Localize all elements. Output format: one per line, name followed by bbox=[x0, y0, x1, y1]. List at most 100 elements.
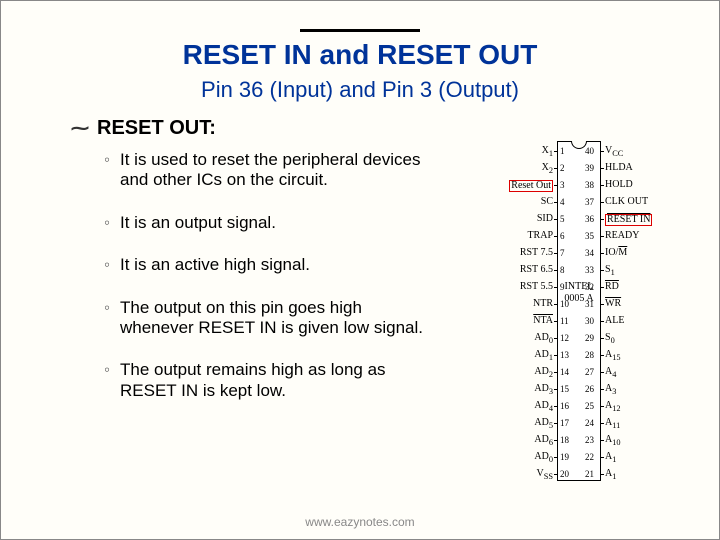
pin-row: TRAP 6 35 READY bbox=[447, 228, 707, 245]
pin-label-left: NTR bbox=[507, 299, 553, 309]
pin-number: 12 bbox=[560, 333, 569, 343]
pin-row: VSS 20 21 A1 bbox=[447, 466, 707, 483]
pin-row: SC 4 37 CLK OUT bbox=[447, 194, 707, 211]
pin-label-left: VSS bbox=[507, 469, 553, 482]
list-item: The output remains high as long as RESET… bbox=[106, 360, 426, 401]
pin-row: RST 7.5734IO/M bbox=[447, 245, 707, 262]
pin-row: SID 5 36 RESET IN bbox=[447, 211, 707, 228]
pin-number: 36 bbox=[585, 214, 594, 224]
pin-number: 33 bbox=[585, 265, 594, 275]
pin-row: AD11328A15 bbox=[447, 347, 707, 364]
pin-label-right: A12 bbox=[605, 401, 665, 414]
pin-number: 24 bbox=[585, 418, 594, 428]
pin-number: 39 bbox=[585, 163, 594, 173]
pin-number: 35 bbox=[585, 231, 594, 241]
pin-row: AD6 18 23 A10 bbox=[447, 432, 707, 449]
pin-row: RST 5.5 9 32 RD bbox=[447, 279, 707, 296]
pin-number: 25 bbox=[585, 401, 594, 411]
pin-label-left: AD1 bbox=[507, 350, 553, 363]
pin-row: Reset Out 3 38 HOLD bbox=[447, 177, 707, 194]
pin-label-left: AD3 bbox=[507, 384, 553, 397]
pin-label-left: RST 6.5 bbox=[507, 265, 553, 275]
pin-number: 32 bbox=[585, 282, 594, 292]
list-item: It is used to reset the peripheral devic… bbox=[106, 150, 426, 191]
pin-number: 22 bbox=[585, 452, 594, 462]
pin-label-right: VCC bbox=[605, 146, 665, 159]
pin-number: 9 bbox=[560, 282, 565, 292]
pin-label-right: A4 bbox=[605, 367, 665, 380]
pin-number: 34 bbox=[585, 248, 594, 258]
pin-row: AD41625A12 bbox=[447, 398, 707, 415]
pin-label-right: A1 bbox=[605, 452, 665, 465]
pin-number: 26 bbox=[585, 384, 594, 394]
pin-number: 23 bbox=[585, 435, 594, 445]
pin-label-right: ALE bbox=[605, 316, 665, 326]
pin-row: NTA1130ALE bbox=[447, 313, 707, 330]
pin-label-left: TRAP bbox=[507, 231, 553, 241]
pin-label-right: IO/M bbox=[605, 248, 665, 258]
pin-row: RST 6.5833S1 bbox=[447, 262, 707, 279]
pin-number: 38 bbox=[585, 180, 594, 190]
pin-row: AD01922A1 bbox=[447, 449, 707, 466]
pin-label-left: X1 bbox=[507, 146, 553, 159]
pin-label-left: NTA bbox=[507, 316, 553, 326]
pin-label-right: S0 bbox=[605, 333, 665, 346]
pin-label-left: X2 bbox=[507, 163, 553, 176]
pin-number: 5 bbox=[560, 214, 565, 224]
section-heading: RESET OUT: bbox=[71, 117, 719, 140]
pin-label-right: READY bbox=[605, 231, 665, 241]
pin-number: 19 bbox=[560, 452, 569, 462]
pin-row: AD5 17 24 A11 bbox=[447, 415, 707, 432]
pin-number: 3 bbox=[560, 180, 565, 190]
pin-label-left: Reset Out bbox=[487, 180, 553, 192]
list-item: It is an active high signal. bbox=[106, 255, 426, 275]
pin-row: AD0 12 29 S0 bbox=[447, 330, 707, 347]
title-rule bbox=[300, 20, 420, 32]
bullet-list: It is used to reset the peripheral devic… bbox=[106, 150, 426, 401]
pin-label-right: A3 bbox=[605, 384, 665, 397]
pin-number: 18 bbox=[560, 435, 569, 445]
pin-row: NTR1031WR bbox=[447, 296, 707, 313]
footer-url: www.eazynotes.com bbox=[1, 515, 719, 529]
pin-label-right: A11 bbox=[605, 418, 665, 431]
pin-label-right: A1 bbox=[605, 469, 665, 482]
list-item: It is an output signal. bbox=[106, 213, 426, 233]
pin-number: 17 bbox=[560, 418, 569, 428]
pin-label-left: AD4 bbox=[507, 401, 553, 414]
pin-label-left: AD0 bbox=[507, 333, 553, 346]
slide-header: RESET IN and RESET OUT Pin 36 (Input) an… bbox=[1, 1, 719, 103]
pin-number: 40 bbox=[585, 146, 594, 156]
pin-label-left: RST 5.5 bbox=[507, 282, 553, 292]
pin-number: 37 bbox=[585, 197, 594, 207]
pin-label-right: A10 bbox=[605, 435, 665, 448]
pin-number: 31 bbox=[585, 299, 594, 309]
pin-row: X1140VCC bbox=[447, 143, 707, 160]
pin-number: 8 bbox=[560, 265, 565, 275]
pin-label-left: SC bbox=[507, 197, 553, 207]
slide-title: RESET IN and RESET OUT bbox=[1, 39, 719, 71]
pin-number: 28 bbox=[585, 350, 594, 360]
pin-number: 20 bbox=[560, 469, 569, 479]
pin-label-left: SID bbox=[507, 214, 553, 224]
pin-label-left: AD2 bbox=[507, 367, 553, 380]
pin-row: AD21427A4 bbox=[447, 364, 707, 381]
pin-label-right: HLDA bbox=[605, 163, 665, 173]
pin-label-right: A15 bbox=[605, 350, 665, 363]
pin-label-right: RD bbox=[605, 282, 665, 292]
pin-number: 2 bbox=[560, 163, 565, 173]
pin-label-left: AD5 bbox=[507, 418, 553, 431]
pin-label-left: RST 7.5 bbox=[507, 248, 553, 258]
slide-subtitle: Pin 36 (Input) and Pin 3 (Output) bbox=[1, 77, 719, 103]
list-item: The output on this pin goes high wheneve… bbox=[106, 298, 426, 339]
pin-label-right: CLK OUT bbox=[605, 197, 665, 207]
pin-number: 4 bbox=[560, 197, 565, 207]
pin-label-right: RESET IN bbox=[605, 214, 665, 226]
pin-number: 29 bbox=[585, 333, 594, 343]
pin-number: 11 bbox=[560, 316, 569, 326]
pin-label-left: AD6 bbox=[507, 435, 553, 448]
pin-row: AD31526A3 bbox=[447, 381, 707, 398]
pin-label-right: HOLD bbox=[605, 180, 665, 190]
pin-number: 6 bbox=[560, 231, 565, 241]
pin-number: 21 bbox=[585, 469, 594, 479]
pin-row: X2 2 39 HLDA bbox=[447, 160, 707, 177]
